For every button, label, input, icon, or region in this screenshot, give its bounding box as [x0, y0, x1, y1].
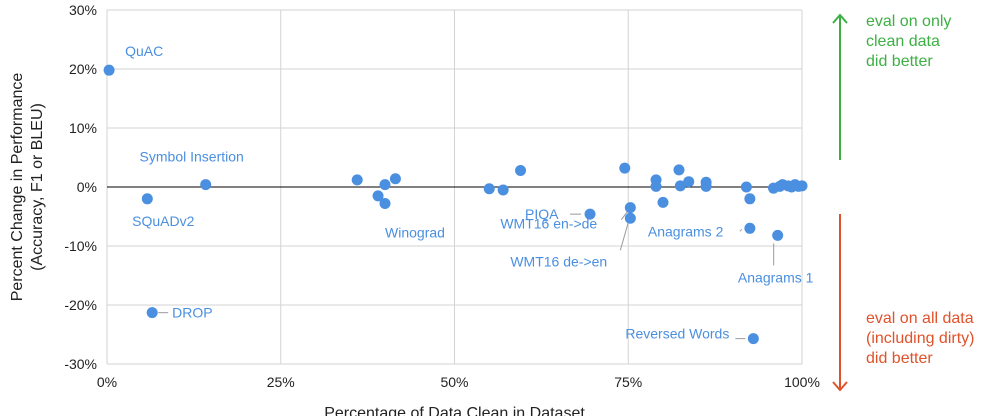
y-tick-label: -10% — [64, 238, 97, 254]
data-point — [700, 180, 712, 192]
point-label: QuAC — [125, 43, 163, 59]
x-tick-label: 75% — [614, 374, 642, 390]
y-tick-label: 10% — [69, 120, 97, 136]
data-point — [351, 174, 363, 186]
data-point — [497, 184, 509, 196]
label-leader — [619, 222, 629, 251]
data-point — [372, 190, 384, 202]
data-point — [389, 173, 401, 185]
data-point — [515, 164, 527, 176]
y-tick-label: -30% — [64, 356, 97, 372]
y-tick-label: 0% — [77, 179, 97, 195]
data-point — [796, 180, 808, 192]
data-point — [683, 176, 695, 188]
clean-better-line-3: did better — [866, 53, 933, 70]
point-annotations: QuAC Symbol Insertion SQuADv2 DROP Winograd P… — [125, 43, 814, 341]
point-label: PIQA — [525, 206, 559, 222]
data-point — [483, 183, 495, 195]
data-point — [744, 222, 756, 234]
point-label: Reversed Words — [625, 326, 729, 342]
y-axis-title-line-1: Percent Change in Performance — [9, 73, 26, 302]
point-label: DROP — [172, 305, 212, 321]
data-point — [624, 202, 636, 214]
x-axis-title: Percentage of Data Clean in Dataset — [324, 405, 585, 416]
all-better-note: eval on all data (including dirty) did b… — [832, 214, 974, 392]
all-better-line-3: did better — [866, 350, 933, 367]
data-point — [584, 208, 596, 220]
data-point — [747, 333, 759, 345]
data-point — [650, 180, 662, 192]
point-label: WMT16 de->en — [510, 253, 607, 269]
point-label: Anagrams 2 — [648, 223, 724, 239]
data-points — [103, 64, 808, 345]
data-point — [674, 180, 686, 192]
data-point — [772, 229, 784, 241]
data-point — [103, 64, 115, 76]
x-tick-label: 50% — [440, 374, 468, 390]
clean-better-line-2: clean data — [866, 33, 940, 50]
x-tick-label: 100% — [784, 374, 820, 390]
point-label: SQuADv2 — [132, 213, 194, 229]
x-tick-labels: 0% 25% 50% 75% 100% — [97, 374, 820, 390]
x-tick-label: 0% — [97, 374, 117, 390]
data-point — [146, 307, 158, 319]
data-point — [379, 179, 391, 191]
x-tick-label: 25% — [267, 374, 295, 390]
y-tick-label: 20% — [69, 61, 97, 77]
annotation-leaders — [158, 211, 775, 340]
point-label: Symbol Insertion — [140, 149, 244, 165]
label-leader — [620, 211, 628, 220]
data-point — [141, 193, 153, 205]
down-arrowhead-icon — [832, 381, 848, 392]
data-point — [744, 193, 756, 205]
label-leader — [739, 228, 743, 232]
data-point — [619, 162, 631, 174]
y-tick-label: 30% — [69, 2, 97, 18]
point-label: Anagrams 1 — [738, 269, 814, 285]
data-point — [200, 179, 212, 191]
clean-better-line-1: eval on only — [866, 13, 951, 30]
clean-better-note: eval on only clean data did better — [832, 13, 951, 160]
point-label: Winograd — [385, 225, 445, 241]
y-tick-labels: 30% 20% 10% 0% -10% -20% -30% — [64, 2, 97, 372]
y-axis-title-line-2: (Accuracy, F1 or BLEU) — [29, 103, 46, 271]
point-label: WMT16 en->de — [500, 216, 597, 232]
all-better-line-2: (including dirty) — [866, 330, 974, 347]
data-point — [673, 164, 685, 176]
up-arrowhead-icon — [832, 13, 848, 24]
y-tick-label: -20% — [64, 297, 97, 313]
all-better-line-1: eval on all data — [866, 310, 974, 327]
data-point — [379, 198, 391, 210]
data-point — [657, 196, 669, 208]
data-point — [740, 181, 752, 193]
data-point — [624, 212, 636, 224]
